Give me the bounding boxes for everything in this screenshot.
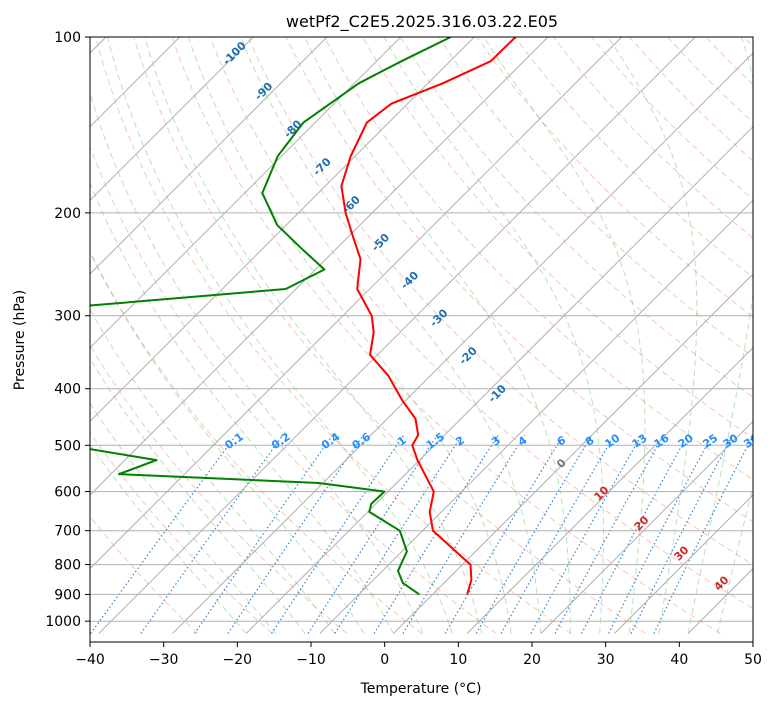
y-tick-label: 300 (54, 309, 81, 325)
moist-adiabat-line (144, 37, 483, 634)
moist-adiabat-line (687, 37, 753, 634)
plot-frame (89, 36, 754, 643)
moist-adiabat-line (383, 37, 604, 634)
moist-adiabat-line (187, 37, 512, 634)
y-tick-label: 500 (54, 438, 81, 454)
x-tick-label: 40 (670, 652, 688, 668)
y-tick-label: 400 (54, 382, 81, 398)
x-tick-label: 20 (523, 652, 541, 668)
mixing-ratio-line (90, 434, 237, 634)
grid-lines (90, 37, 753, 634)
dewpoint-line (90, 37, 452, 596)
moist-adiabat-line (240, 37, 542, 634)
y-tick-label: 1000 (45, 614, 81, 630)
dry-adiabat-line (90, 250, 423, 634)
y-axis-ticks: 100 200 300 400 500 600 700 800 900 1000 (45, 30, 90, 630)
moist-adiabat-line (607, 37, 698, 634)
x-axis-label: Temperature (°C) (360, 681, 482, 697)
y-tick-label: 900 (54, 587, 81, 603)
isotherm-gridline (90, 37, 549, 496)
y-axis-label: Pressure (hPa) (12, 290, 28, 390)
isotherm-gridline (540, 420, 753, 634)
sounding-series (90, 37, 517, 596)
chart-title: wetPf2_C2E5.2025.316.03.22.E05 (286, 12, 558, 32)
moist-adiabat-line (90, 443, 247, 634)
x-tick-label: −30 (149, 652, 179, 668)
dry-adiabat-line (247, 37, 753, 566)
isotherm-gridline (90, 37, 402, 349)
mixing-ratio-line (140, 434, 284, 634)
y-tick-label: 200 (54, 206, 81, 222)
mixing-ratio-line (271, 434, 405, 634)
dry-adiabat-line (90, 431, 273, 634)
dry-adiabat-line (171, 37, 721, 634)
mixing-ratio-label: 36 (741, 431, 761, 451)
mixing-ratio-line (653, 434, 753, 634)
moist-adiabat-line (717, 485, 753, 634)
dry-adiabat-line (133, 37, 647, 634)
y-tick-label: 800 (54, 558, 81, 574)
x-tick-label: −20 (223, 652, 253, 668)
moist-adiabat-line (90, 250, 365, 634)
mixing-ratio-line (194, 434, 334, 634)
mixing-ratio-lines (90, 434, 753, 634)
x-tick-label: 10 (449, 652, 467, 668)
x-tick-label: −40 (75, 652, 105, 668)
dry-adiabat-line (476, 37, 753, 318)
moist-adiabat-line (90, 181, 394, 634)
isotherm-gridline (90, 37, 328, 275)
mixing-ratio-line (581, 434, 689, 634)
mixing-ratio-line (373, 434, 499, 634)
dry-adiabat-line (90, 344, 348, 634)
isotherm-gridline (98, 37, 696, 634)
temperature-line (340, 37, 517, 595)
mixing-ratio-line (444, 434, 564, 634)
y-tick-label: 100 (54, 30, 81, 46)
x-tick-label: −10 (296, 652, 326, 668)
mixing-ratio-line (475, 434, 593, 634)
isotherm-gridline (466, 346, 753, 634)
x-tick-label: 0 (380, 652, 389, 668)
y-tick-label: 700 (54, 524, 81, 540)
moist-adiabat-line (90, 307, 335, 634)
dry-adiabats (90, 37, 753, 634)
moist-adiabat-line (90, 402, 276, 634)
x-tick-label: 50 (744, 652, 762, 668)
mixing-ratio-line (334, 434, 463, 634)
x-tick-label: 30 (597, 652, 615, 668)
moist-adiabat-line (90, 357, 306, 634)
dry-adiabat-line (400, 37, 753, 398)
isotherm-gridline (90, 37, 475, 423)
dry-adiabat-line (285, 37, 753, 523)
dry-adiabat-line (95, 37, 572, 634)
dry-adiabat-line (209, 37, 753, 610)
isotherm-gridline (614, 494, 753, 634)
mixing-ratio-line (227, 434, 364, 634)
isotherm-gridline (172, 52, 753, 634)
isotherm-gridline (90, 37, 623, 570)
moist-adiabat-line (304, 37, 571, 634)
isotherm-gridline (245, 125, 753, 634)
moist-adiabat-line (483, 37, 646, 634)
x-axis-ticks: −40 −30 −20 −10 0 10 20 30 40 50 (75, 642, 762, 668)
isotherm-gridline (393, 273, 753, 634)
mixing-ratio-line (307, 434, 438, 634)
y-tick-label: 600 (54, 485, 81, 501)
dry-adiabat-line (438, 37, 753, 358)
moist-adiabat-line (107, 37, 453, 634)
isotherm-gridline (90, 37, 254, 202)
isotherm-gridline (319, 199, 753, 634)
